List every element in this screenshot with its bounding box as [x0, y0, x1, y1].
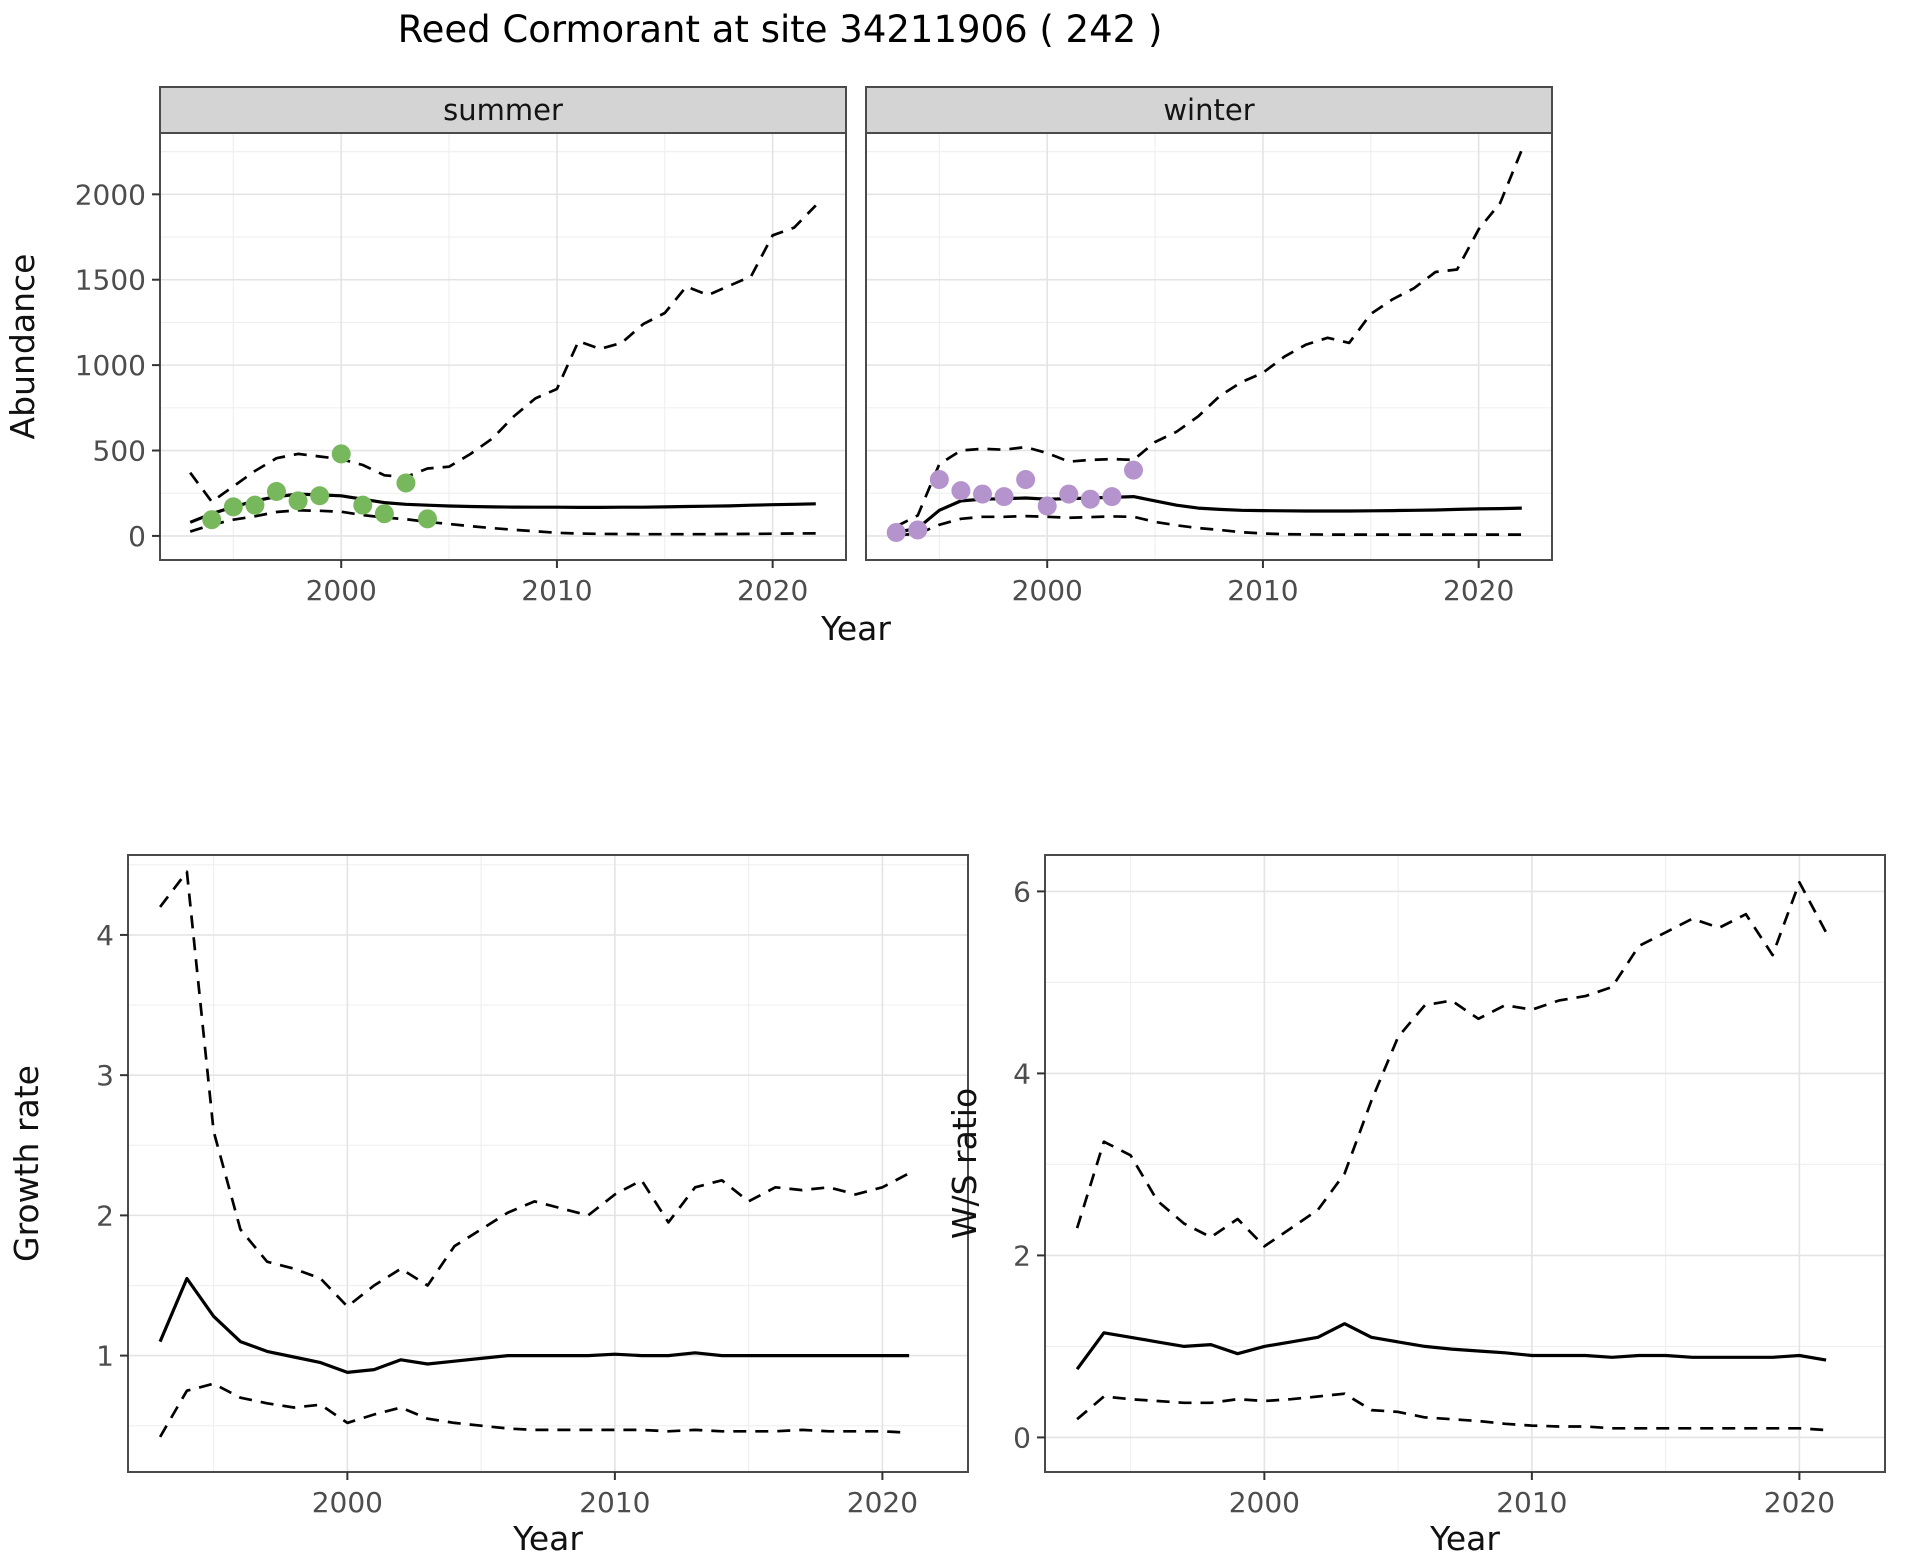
- growth-rate-figure: 2000 2010 2020 1 2 3 4 Year Growth rate: [0, 840, 985, 1560]
- y-tick-label: 4: [1013, 1057, 1031, 1090]
- x-tick-label: 2020: [1443, 574, 1514, 607]
- x-tick-label: 2010: [521, 574, 592, 607]
- observed-point: [929, 470, 949, 490]
- observed-point: [951, 481, 971, 501]
- median-line: [1075, 1322, 1827, 1371]
- observed-point: [266, 482, 286, 502]
- abundance-chart-svg: summer 2000 2010 2020 0 500 1000 1500 2000 winter…: [3, 86, 1553, 648]
- x-axis-title: Year: [820, 609, 891, 648]
- facet-strip: [159, 86, 847, 134]
- panel-border: [1044, 854, 1886, 1473]
- y-tick-label: 500: [93, 435, 146, 468]
- lower-ci-line: [896, 514, 1522, 537]
- upper-ci-line: [895, 149, 1524, 528]
- observed-point: [1016, 470, 1036, 490]
- observed-point: [886, 523, 906, 543]
- panel-background: [128, 855, 968, 1472]
- x-tick-label: 2010: [1496, 1486, 1567, 1519]
- panel-border: [127, 854, 969, 1473]
- median-line: [158, 1276, 910, 1374]
- y-tick-label: 1: [96, 1340, 114, 1373]
- y-tick-label: 4: [96, 919, 114, 952]
- upper-ci-line: [189, 204, 817, 504]
- observed-point: [331, 444, 351, 464]
- x-tick-label: 2010: [1227, 574, 1298, 607]
- x-tick-label: 2020: [847, 1486, 918, 1519]
- lower-ci-line: [158, 1382, 910, 1438]
- y-tick-label: 6: [1013, 875, 1031, 908]
- growth-chart-svg: 2000 2010 2020 1 2 3 4 Year Growth rate: [7, 854, 969, 1558]
- facet-strip: [865, 86, 1553, 134]
- y-tick-label: 1500: [75, 264, 146, 297]
- lower-ci-line: [1076, 1392, 1827, 1432]
- panel-background: [160, 133, 846, 560]
- observed-point: [310, 486, 330, 506]
- observed-point: [1123, 460, 1143, 480]
- observed-point: [288, 491, 308, 511]
- x-axis-title: Year: [512, 1519, 583, 1558]
- observed-point: [353, 495, 373, 515]
- y-tick-label: 2: [1013, 1239, 1031, 1272]
- observed-point: [1080, 489, 1100, 509]
- y-tick-label: 1000: [75, 349, 146, 382]
- y-tick-label: 2000: [75, 178, 146, 211]
- observed-point: [972, 484, 992, 504]
- observed-point: [1037, 496, 1057, 516]
- observed-point: [223, 497, 243, 517]
- y-tick-label: 0: [1013, 1421, 1031, 1454]
- upper-ci-line: [159, 870, 910, 1308]
- x-axis-title: Year: [1429, 1519, 1500, 1558]
- lower-ci-line: [189, 508, 816, 536]
- y-axis-title: Abundance: [3, 254, 42, 440]
- panel-background: [866, 133, 1552, 560]
- upper-ci-line: [1075, 880, 1828, 1248]
- observed-point: [1102, 487, 1122, 507]
- observed-point: [994, 487, 1014, 507]
- abundance-figure: summer 2000 2010 2020 0 500 1000 1500 2000 winter…: [0, 58, 1560, 806]
- facet-strip-label: summer: [443, 93, 563, 127]
- observed-point: [908, 520, 928, 540]
- x-tick-label: 2020: [737, 574, 808, 607]
- panel-background: [1045, 855, 1885, 1472]
- observed-point: [396, 473, 416, 493]
- x-tick-label: 2000: [1012, 574, 1083, 607]
- ws-chart-svg: 2000 2010 2020 0 2 4 6 Year W/S ratio: [950, 854, 1886, 1558]
- ws-ratio-figure: 2000 2010 2020 0 2 4 6 Year W/S ratio: [950, 840, 1920, 1560]
- x-tick-label: 2000: [312, 1486, 383, 1519]
- observed-point: [202, 510, 222, 530]
- observed-point: [374, 504, 394, 524]
- y-tick-label: 0: [128, 520, 146, 553]
- y-axis-title: Growth rate: [7, 1065, 46, 1262]
- y-tick-label: 3: [96, 1059, 114, 1092]
- observed-point: [245, 495, 265, 515]
- observed-point: [1059, 484, 1079, 504]
- x-tick-label: 2000: [306, 574, 377, 607]
- y-tick-label: 2: [96, 1199, 114, 1232]
- x-tick-label: 2010: [579, 1486, 650, 1519]
- figure-title: Reed Cormorant at site 34211906 ( 242 ): [397, 8, 1163, 51]
- y-axis-title: W/S ratio: [950, 1088, 984, 1239]
- x-tick-label: 2000: [1229, 1486, 1300, 1519]
- observed-point: [417, 509, 437, 529]
- x-tick-label: 2020: [1764, 1486, 1835, 1519]
- facet-strip-label: winter: [1163, 93, 1254, 127]
